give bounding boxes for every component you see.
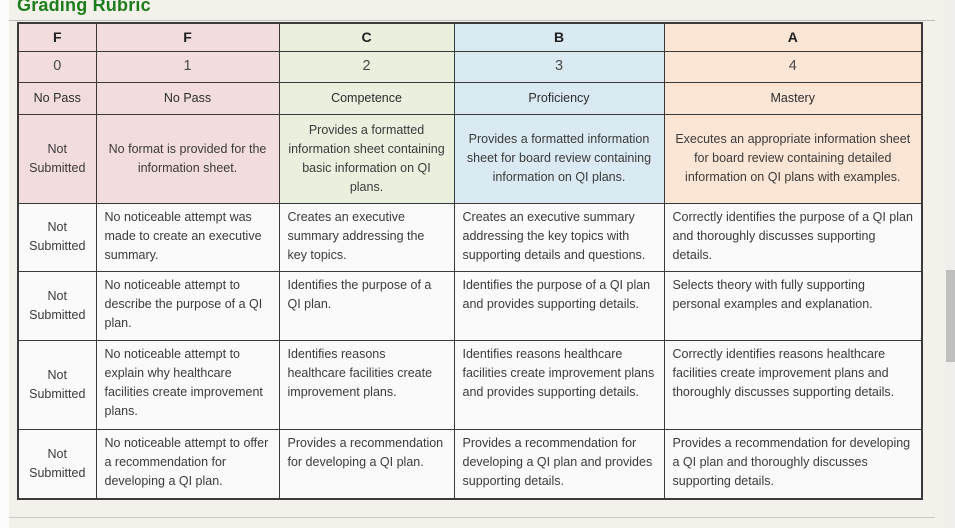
criteria-cell: Executes an appropriate information shee… xyxy=(663,113,923,204)
criteria-cell: No noticeable attempt was made to create… xyxy=(95,202,280,272)
not-submitted-cell: Not Submitted xyxy=(17,202,97,272)
rubric-criteria-row: Not Submitted No noticeable attempt to d… xyxy=(17,270,923,341)
title-divider xyxy=(9,20,935,21)
left-gutter xyxy=(0,0,9,528)
grade-level-cell: No Pass xyxy=(95,81,280,115)
grade-points-cell: 0 xyxy=(17,50,97,83)
grade-level-cell: No Pass xyxy=(17,81,97,115)
rubric-criteria-row: Not Submitted No noticeable attempt was … xyxy=(17,202,923,272)
criteria-cell: No noticeable attempt to offer a recomme… xyxy=(95,428,280,500)
grade-level-cell: Competence xyxy=(278,81,455,115)
grade-points-cell: 4 xyxy=(663,50,923,83)
criteria-cell: Provides a formatted information sheet f… xyxy=(453,113,665,204)
criteria-cell: Correctly identifies the purpose of a QI… xyxy=(663,202,923,272)
criteria-cell: Provides a recommendation for developing… xyxy=(278,428,455,500)
criteria-cell: Identifies reasons healthcare facilities… xyxy=(453,339,665,430)
grade-level-cell: Proficiency xyxy=(453,81,665,115)
criteria-cell: Identifies the purpose of a QI plan and … xyxy=(453,270,665,341)
criteria-cell: Identifies reasons healthcare facilities… xyxy=(278,339,455,430)
grade-points-cell: 1 xyxy=(95,50,280,83)
criteria-cell: Provides a recommendation for developing… xyxy=(663,428,923,500)
criteria-cell: Provides a recommendation for developing… xyxy=(453,428,665,500)
criteria-cell: No noticeable attempt to explain why hea… xyxy=(95,339,280,430)
page-title: Grading Rubric xyxy=(17,0,151,15)
not-submitted-cell: Not Submitted xyxy=(17,270,97,341)
rubric-criteria-row: Not Submitted No noticeable attempt to o… xyxy=(17,428,923,500)
criteria-cell: Provides a formatted information sheet c… xyxy=(278,113,455,204)
criteria-cell: Creates an executive summary addressing … xyxy=(453,202,665,272)
criteria-cell: Correctly identifies reasons healthcare … xyxy=(663,339,923,430)
not-submitted-cell: Not Submitted xyxy=(17,428,97,500)
grade-letter-cell: F xyxy=(17,22,97,52)
grade-letter-cell: B xyxy=(453,22,665,52)
criteria-cell: No format is provided for the informatio… xyxy=(95,113,280,204)
grade-letter-cell: F xyxy=(95,22,280,52)
criteria-cell: Creates an executive summary addressing … xyxy=(278,202,455,272)
grade-level-cell: Mastery xyxy=(663,81,923,115)
grade-level-row: No Pass No Pass Competence Proficiency M… xyxy=(17,81,923,115)
criteria-cell: Identifies the purpose of a QI plan. xyxy=(278,270,455,341)
criteria-cell: Selects theory with fully supporting per… xyxy=(663,270,923,341)
rubric-criteria-row: Not Submitted No format is provided for … xyxy=(17,113,923,204)
scrollbar-track[interactable] xyxy=(945,0,955,528)
not-submitted-cell: Not Submitted xyxy=(17,339,97,430)
scrollbar-thumb[interactable] xyxy=(946,270,955,362)
rubric-criteria-row: Not Submitted No noticeable attempt to e… xyxy=(17,339,923,430)
grading-rubric-table: F F C B A 0 1 2 3 4 No Pass No Pass Comp… xyxy=(17,22,923,500)
grade-points-cell: 2 xyxy=(278,50,455,83)
grade-letter-row: F F C B A xyxy=(17,22,923,52)
grade-letter-cell: A xyxy=(663,22,923,52)
grade-points-cell: 3 xyxy=(453,50,665,83)
page-content: Grading Rubric F F C B A 0 1 2 3 4 xyxy=(9,0,946,518)
grade-points-row: 0 1 2 3 4 xyxy=(17,50,923,83)
bottom-divider xyxy=(9,517,935,518)
grade-letter-cell: C xyxy=(278,22,455,52)
criteria-cell: No noticeable attempt to describe the pu… xyxy=(95,270,280,341)
not-submitted-cell: Not Submitted xyxy=(17,113,97,204)
